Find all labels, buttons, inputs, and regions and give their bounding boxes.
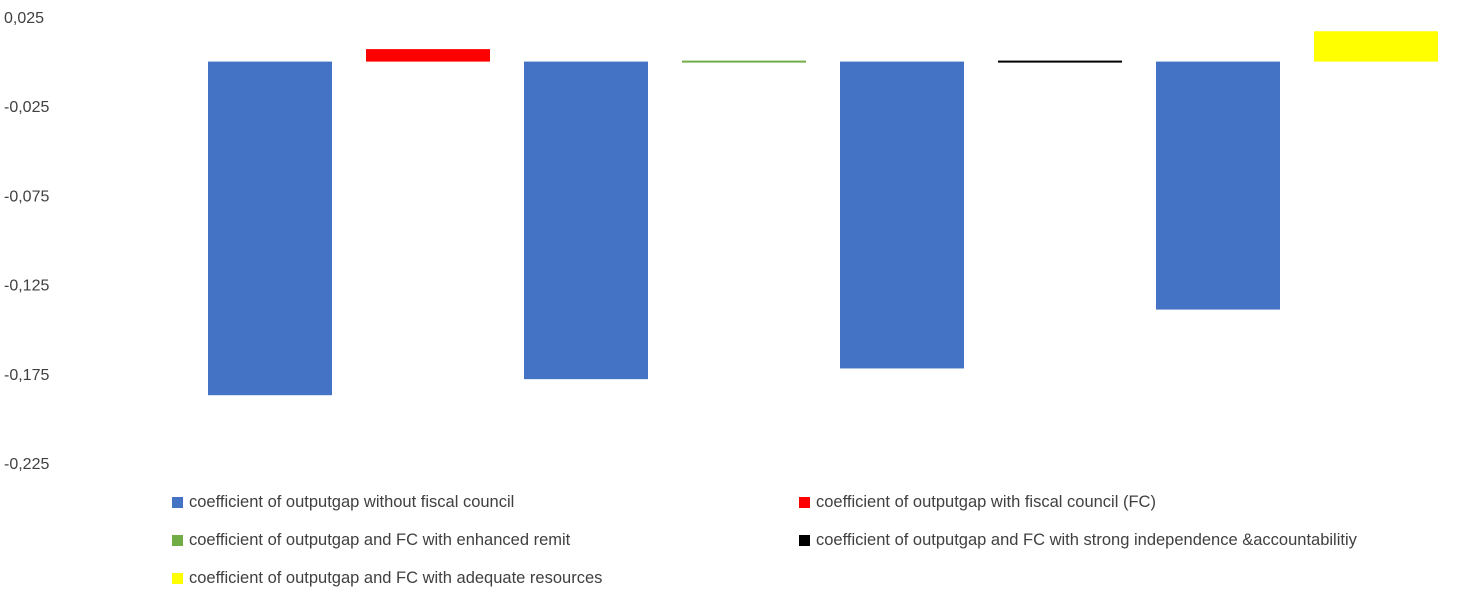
y-axis-ticks: 0,025 -0,025 -0,075 -0,125 -0,175 -0,225 — [4, 10, 49, 473]
bar-series-1-category-1 — [208, 61, 332, 396]
y-tick-label: 0,025 — [4, 10, 44, 27]
legend-label: coefficient of outputgap and FC with ade… — [189, 569, 603, 587]
y-tick-label: -0,125 — [4, 278, 49, 295]
legend-label: coefficient of outputgap with fiscal cou… — [816, 493, 1156, 511]
bar-series-1-category-3 — [840, 61, 964, 369]
legend: coefficient of outputgap without fiscal … — [172, 493, 1452, 588]
legend-item: coefficient of outputgap without fiscal … — [172, 493, 799, 512]
legend-item: coefficient of outputgap with fiscal cou… — [799, 493, 1449, 512]
legend-label: coefficient of outputgap and FC with str… — [816, 531, 1357, 549]
bar-series-1-category-4 — [1156, 61, 1280, 310]
y-tick-label: -0,075 — [4, 188, 49, 205]
bar-series-2-category-1 — [366, 49, 490, 62]
legend-swatch — [799, 497, 810, 508]
y-tick-label: -0,025 — [4, 99, 49, 116]
legend-item: coefficient of outputgap and FC with ade… — [172, 569, 799, 588]
legend-swatch — [799, 535, 810, 546]
bar-chart: 0,025 -0,025 -0,075 -0,125 -0,175 -0,225 — [4, 10, 1438, 473]
legend-item: coefficient of outputgap and FC with str… — [799, 531, 1449, 550]
legend-swatch — [172, 497, 183, 508]
bar-series-5-category-4 — [1314, 31, 1438, 62]
y-tick-label: -0,175 — [4, 367, 49, 384]
bar-series-3-category-2 — [682, 60, 806, 63]
bar-series-4-category-3 — [998, 60, 1122, 63]
legend-label: coefficient of outputgap and FC with enh… — [189, 531, 571, 549]
legend-swatch — [172, 535, 183, 546]
bar-series-1-category-2 — [524, 61, 648, 380]
bars — [208, 31, 1438, 396]
legend-label: coefficient of outputgap without fiscal … — [189, 493, 515, 511]
legend-swatch — [172, 573, 183, 584]
legend-item: coefficient of outputgap and FC with enh… — [172, 531, 799, 550]
y-tick-label: -0,225 — [4, 456, 49, 473]
